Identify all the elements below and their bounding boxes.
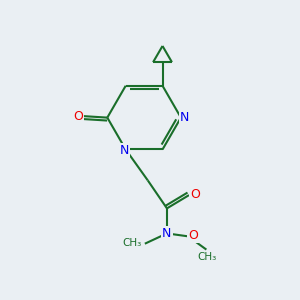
Text: N: N — [180, 111, 189, 124]
Text: CH₃: CH₃ — [123, 238, 142, 248]
Text: O: O — [190, 188, 200, 201]
Text: O: O — [73, 110, 83, 123]
Text: N: N — [162, 227, 172, 240]
Text: O: O — [188, 229, 198, 242]
Text: CH₃: CH₃ — [198, 252, 217, 262]
Text: N: N — [119, 145, 129, 158]
